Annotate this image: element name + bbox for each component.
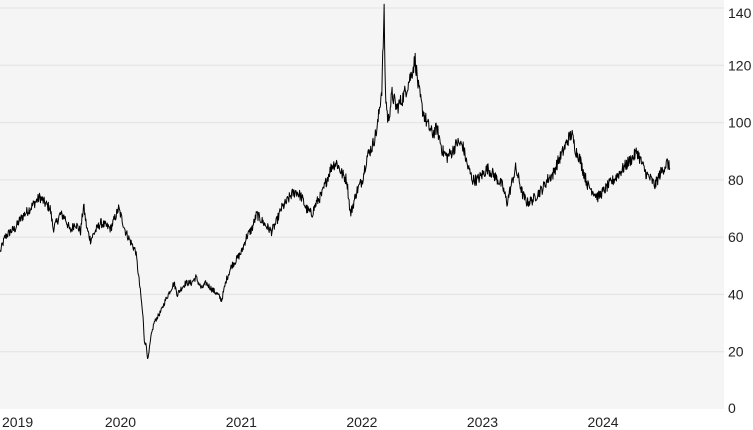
x-tick-label: 2024: [587, 414, 618, 430]
y-tick-label: 0: [728, 400, 736, 416]
y-tick-label: 60: [728, 229, 744, 245]
grid-lines: [0, 7, 724, 353]
x-tick-label: 2023: [467, 414, 498, 430]
y-axis-ticks: 0 20 40 60 80 100 120 140: [728, 5, 752, 416]
y-tick-label: 40: [728, 286, 744, 302]
y-tick-label: 140: [728, 5, 752, 21]
x-tick-label: 2020: [105, 414, 136, 430]
series-line: [0, 3, 671, 360]
y-tick-label: 20: [728, 344, 744, 360]
x-tick-label: 2021: [226, 414, 257, 430]
x-axis-ticks: 2019 2020 2021 2022 2023 2024: [2, 414, 619, 430]
y-tick-label: 100: [728, 115, 752, 131]
plot-background: [0, 0, 724, 409]
x-tick-label: 2019: [2, 414, 33, 430]
x-tick-label: 2022: [346, 414, 377, 430]
y-tick-label: 120: [728, 57, 752, 73]
y-tick-label: 80: [728, 172, 744, 188]
